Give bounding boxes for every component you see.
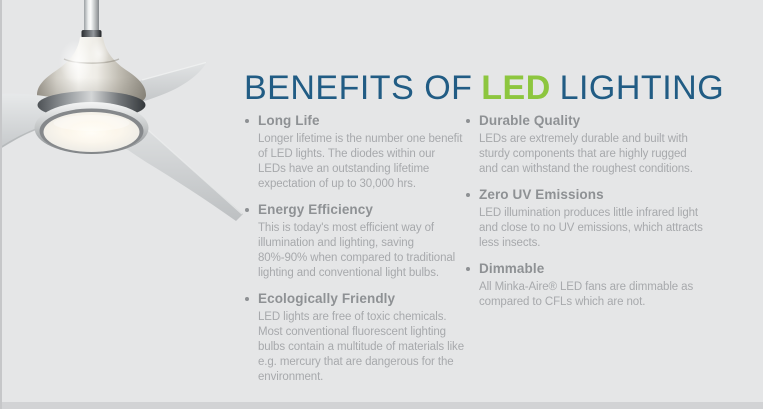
- benefit-column-left: Long Life Longer lifetime is the number …: [244, 113, 465, 395]
- benefit-heading: Zero UV Emissions: [479, 187, 604, 202]
- bullet-icon: [466, 119, 470, 123]
- benefit-item-zero-uv-emissions: Zero UV Emissions LED illumination produ…: [465, 187, 707, 251]
- title-prefix: BENEFITS OF: [244, 69, 473, 107]
- page-title: BENEFITS OF LED LIGHTING: [244, 70, 734, 106]
- left-edge-line: [0, 0, 2, 409]
- title-led-highlight: LED: [481, 69, 551, 107]
- benefit-body: LED lights are free of toxic chemicals. …: [258, 311, 465, 383]
- benefit-heading: Ecologically Friendly: [258, 291, 396, 306]
- benefit-body: This is today's most efficient way of il…: [258, 222, 456, 279]
- ceiling-fan-icon: [0, 0, 243, 221]
- benefit-heading: Durable Quality: [479, 113, 581, 128]
- benefit-heading: Long Life: [258, 113, 320, 128]
- benefit-heading: Dimmable: [479, 261, 545, 276]
- bottom-edge-strip: [0, 402, 763, 409]
- benefit-body: LED illumination produces little infrare…: [479, 207, 703, 249]
- fan-downrod: [84, 0, 99, 33]
- fan-collar: [81, 30, 102, 38]
- title-suffix: LIGHTING: [559, 69, 725, 107]
- benefit-body: Longer lifetime is the number one benefi…: [258, 133, 463, 190]
- benefit-column-right: Durable Quality LEDs are extremely durab…: [465, 113, 707, 320]
- benefit-heading: Energy Efficiency: [258, 202, 373, 217]
- benefit-body: All Minka-Aire® LED fans are dimmable as…: [479, 281, 694, 308]
- bullet-icon: [245, 208, 249, 212]
- bullet-icon: [466, 193, 470, 197]
- benefit-columns: Long Life Longer lifetime is the number …: [244, 113, 734, 395]
- benefit-item-dimmable: Dimmable All Minka-Aire® LED fans are di…: [465, 261, 707, 310]
- benefit-item-long-life: Long Life Longer lifetime is the number …: [244, 113, 465, 192]
- benefit-item-energy-efficiency: Energy Efficiency This is today's most e…: [244, 202, 465, 281]
- benefits-content: BENEFITS OF LED LIGHTING Long Life Longer …: [244, 70, 734, 395]
- bullet-icon: [245, 119, 249, 123]
- bullet-icon: [466, 267, 470, 271]
- benefit-item-ecologically-friendly: Ecologically Friendly LED lights are fre…: [244, 291, 465, 385]
- benefit-item-durable-quality: Durable Quality LEDs are extremely durab…: [465, 113, 707, 177]
- bullet-icon: [245, 297, 249, 301]
- ceiling-fan-image: [0, 0, 260, 260]
- benefit-body: LEDs are extremely durable and built wit…: [479, 133, 693, 175]
